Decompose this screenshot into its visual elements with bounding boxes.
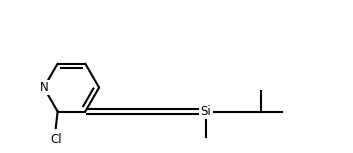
Text: N: N [40, 81, 48, 94]
Text: Cl: Cl [50, 132, 61, 146]
Text: Si: Si [201, 105, 211, 118]
